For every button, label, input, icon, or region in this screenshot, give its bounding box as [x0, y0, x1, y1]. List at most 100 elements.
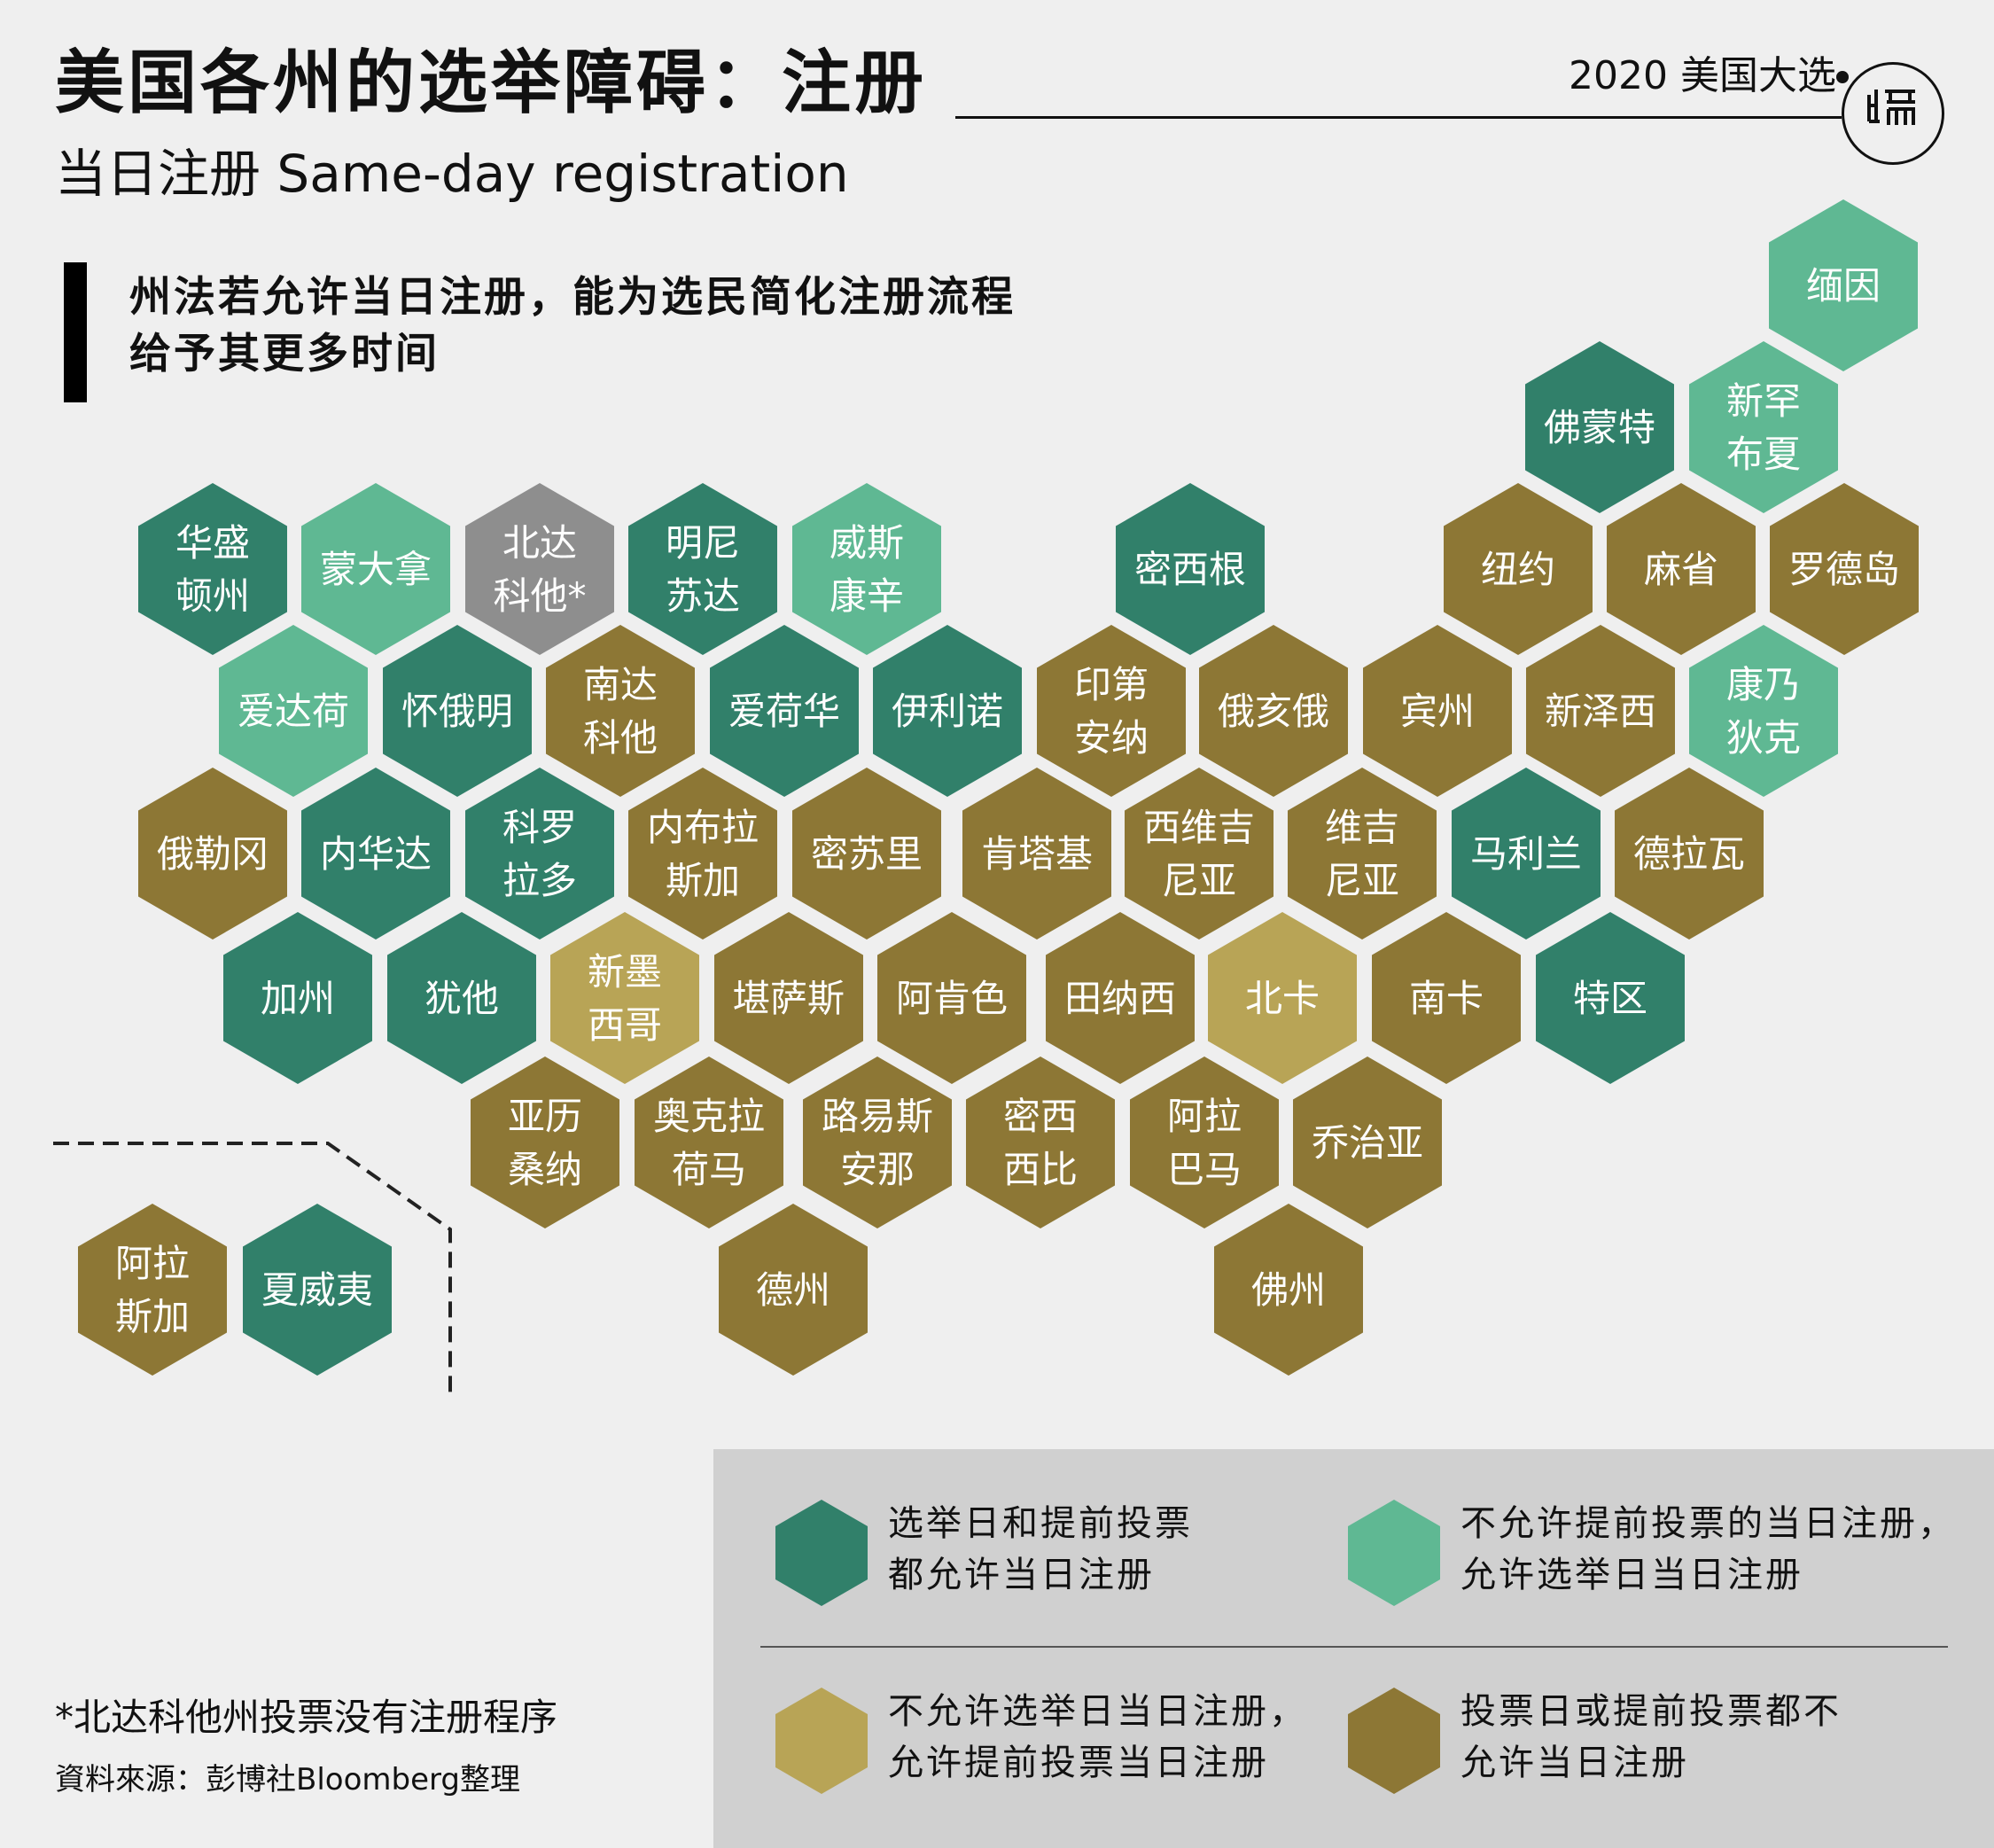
state-hex-shape: [710, 625, 859, 797]
legend-label-line1: 投票日或提前投票都不: [1460, 1691, 1842, 1732]
state-hex-shape: [1293, 1057, 1442, 1228]
state-label: 康乃: [1726, 663, 1801, 706]
state-hex-shape: [138, 483, 287, 655]
state-label: 缅因: [1806, 264, 1881, 308]
state-hex-shape: [1689, 341, 1838, 513]
state-label: 阿拉: [115, 1242, 190, 1285]
legend-label-line1: 不允许提前投票的当日注册，: [1460, 1503, 1956, 1544]
state-label: 华盛: [175, 521, 250, 565]
state-hex-shape: [1689, 625, 1838, 797]
state-label: 尼亚: [1162, 859, 1236, 902]
state-label: 俄勒冈: [157, 832, 269, 876]
state-hex-18: 俄亥俄: [1199, 625, 1348, 797]
state-hex-1: 佛蒙特: [1525, 341, 1674, 513]
state-label: 夏威夷: [261, 1268, 373, 1312]
state-hex-shape: [628, 483, 777, 655]
inset-divider: [53, 1142, 452, 1396]
legend-swatch: [775, 1500, 868, 1606]
state-label: 北达: [502, 521, 577, 565]
state-hex-shape: [219, 625, 368, 797]
state-label: 巴马: [1167, 1148, 1242, 1191]
state-label: 内布拉: [647, 806, 759, 849]
state-hex-39: 南卡: [1372, 912, 1521, 1084]
state-hex-shape: [387, 912, 536, 1084]
state-hex-shape: [78, 1204, 227, 1376]
state-hex-20: 新泽西: [1526, 625, 1675, 797]
state-label: 蒙大拿: [320, 548, 432, 591]
state-hex-shape: [546, 625, 695, 797]
page-title: 美国各州的选举障碍：注册: [55, 43, 928, 123]
state-hex-35: 堪萨斯: [714, 912, 863, 1084]
state-label: 佛州: [1251, 1268, 1326, 1312]
legend-label: 投票日或提前投票都不 允许当日注册: [1460, 1686, 1957, 1789]
legend-divider: [760, 1646, 1948, 1648]
state-hex-shape: [966, 1057, 1115, 1228]
state-label: 荷马: [672, 1148, 746, 1191]
state-label: 斯加: [115, 1295, 190, 1338]
state-hex-48: 夏威夷: [243, 1204, 392, 1376]
state-hex-shape: [635, 1057, 783, 1228]
state-label: 密西: [1003, 1095, 1078, 1138]
state-hex-5: 北达科他*: [465, 483, 614, 655]
state-hex-8: 密西根: [1116, 483, 1265, 655]
state-label: 斯加: [666, 859, 740, 902]
legend-label-line2: 都允许当日注册: [888, 1555, 1155, 1595]
state-hex-shape: [873, 625, 1022, 797]
state-label: 纽约: [1481, 548, 1555, 591]
state-hex-shape: [1525, 341, 1674, 513]
state-label: 布夏: [1726, 433, 1801, 476]
legend-panel: [713, 1449, 1994, 1848]
intro-line-1: 州法若允许当日注册，能为选民简化注册流程: [129, 273, 1016, 322]
publisher-logo: [1836, 62, 1944, 165]
state-label: 康辛: [830, 574, 904, 618]
state-hex-shape: [1526, 625, 1675, 797]
state-hex-0: 缅因: [1769, 199, 1918, 371]
state-hex-shape: [471, 1057, 619, 1228]
state-label: 密苏里: [811, 832, 923, 876]
page-subtitle: 当日注册 Same-day registration: [55, 144, 849, 204]
state-hex-30: 马利兰: [1452, 768, 1601, 940]
state-label: 科罗: [502, 806, 577, 849]
logo-mark: [1865, 86, 1920, 136]
intro-text: 州法若允许当日注册，能为选民简化注册流程 给予其更多时间: [129, 269, 1193, 383]
state-hex-10: 麻省: [1607, 483, 1756, 655]
title-rule: [955, 116, 1842, 119]
state-label: 西哥: [588, 1003, 662, 1047]
legend-label-line1: 选举日和提前投票: [888, 1503, 1193, 1544]
source-note: 資料來源：彭博社Bloomberg整理: [55, 1762, 520, 1797]
state-hex-15: 爱荷华: [710, 625, 859, 797]
state-label: 亚历: [508, 1095, 582, 1138]
state-label: 尼亚: [1325, 859, 1399, 902]
state-label: 维吉: [1325, 806, 1399, 849]
state-hex-33: 犹他: [387, 912, 536, 1084]
state-hex-12: 爱达荷: [219, 625, 368, 797]
state-label: 西比: [1003, 1148, 1078, 1191]
state-hex-shape: [628, 768, 777, 940]
state-hex-26: 密苏里: [792, 768, 941, 940]
state-hex-19: 宾州: [1363, 625, 1512, 797]
state-hex-shape: [1769, 199, 1918, 371]
state-hex-shape: [1037, 625, 1186, 797]
state-hex-shape: [1130, 1057, 1279, 1228]
state-hex-shape: [1615, 768, 1764, 940]
logo-dot: [1836, 71, 1849, 83]
state-label: 明尼: [666, 521, 740, 565]
state-hex-shape: [465, 483, 614, 655]
state-label: 怀俄明: [401, 690, 513, 733]
state-label: 佛蒙特: [1544, 406, 1655, 449]
state-label: 印第: [1074, 663, 1149, 706]
state-hex-shape: [1372, 912, 1521, 1084]
state-hex-shape: [1288, 768, 1437, 940]
state-label: 南卡: [1409, 977, 1484, 1020]
state-hex-37: 田纳西: [1046, 912, 1195, 1084]
state-label: 爱达荷: [238, 690, 349, 733]
